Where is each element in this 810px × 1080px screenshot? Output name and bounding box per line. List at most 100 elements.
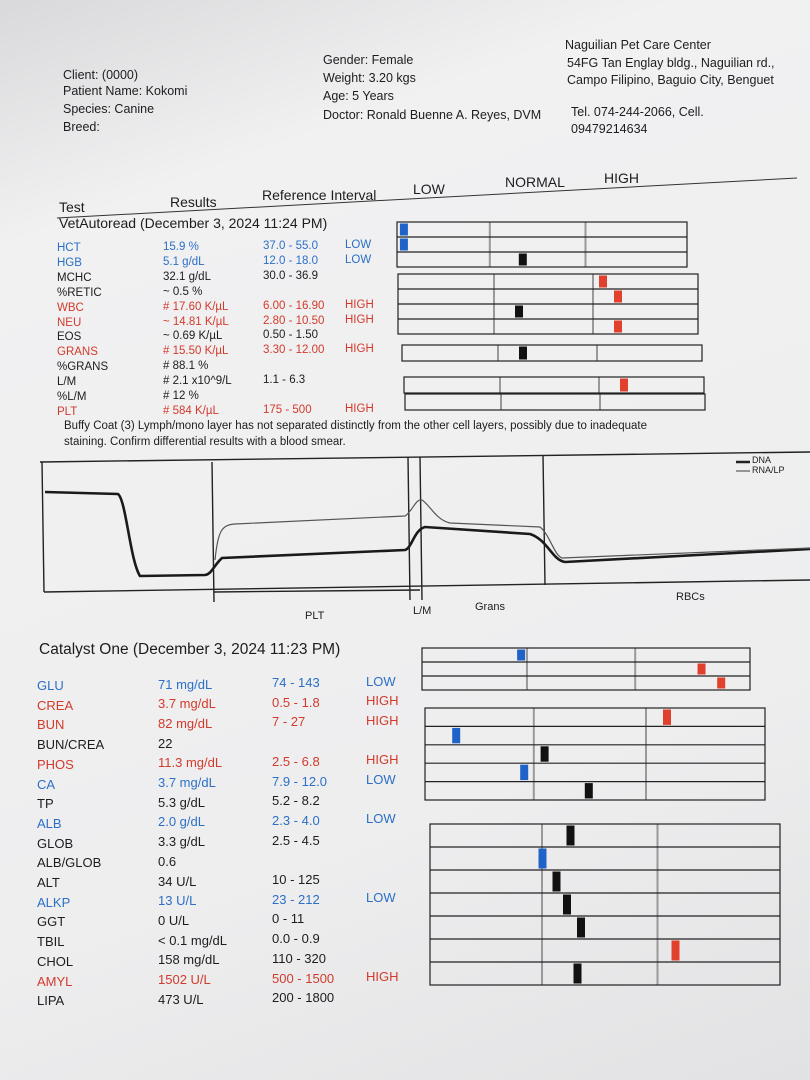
flag: LOW <box>366 772 396 787</box>
flag: LOW <box>366 673 396 689</box>
col-low: LOW <box>413 181 445 197</box>
test-name: GLU <box>37 678 64 693</box>
trace-rna <box>214 499 810 561</box>
result-indicator <box>663 709 671 725</box>
reference-range: 200 - 1800 <box>272 990 335 1006</box>
indicator-box <box>424 707 766 801</box>
catalyst-title: Catalyst One (December 3, 2024 11:23 PM) <box>39 641 341 658</box>
doctor: Doctor: Ronald Buenne A. Reyes, DVM <box>323 108 542 122</box>
flag: LOW <box>345 239 372 251</box>
indicator-box <box>404 393 706 411</box>
reference-range: 37.0 - 55.0 <box>263 240 318 252</box>
result-indicator <box>519 346 527 360</box>
trace-label: RBCs <box>676 591 705 603</box>
trace-dna <box>44 490 810 578</box>
test-result: < 0.1 mg/dL <box>158 932 228 948</box>
test-result: 13 U/L <box>158 893 197 909</box>
result-indicator <box>599 275 607 288</box>
test-name: LIPA <box>37 993 65 1009</box>
test-result: 5.1 g/dL <box>163 255 205 268</box>
reference-range: 175 - 500 <box>263 403 312 416</box>
breed: Breed: <box>63 120 100 134</box>
test-name: HCT <box>57 242 81 254</box>
reference-range: 2.3 - 4.0 <box>272 812 320 828</box>
test-name: EOS <box>57 331 82 344</box>
test-name: TP <box>37 796 54 812</box>
test-name: %GRANS <box>57 361 109 374</box>
test-name: %RETIC <box>57 286 102 299</box>
indicator-box <box>429 823 781 986</box>
result-indicator <box>620 378 628 392</box>
reference-range: 0.0 - 0.9 <box>272 931 320 947</box>
test-name: HGB <box>57 256 82 269</box>
reference-range: 3.30 - 12.00 <box>263 344 325 357</box>
reference-range: 2.5 - 6.8 <box>272 753 320 769</box>
test-name: WBC <box>57 301 84 314</box>
legend-dna: DNA <box>752 455 772 465</box>
result-indicator <box>614 320 622 333</box>
flag: HIGH <box>366 969 399 984</box>
result-indicator <box>573 963 582 984</box>
test-name: NEU <box>57 316 82 329</box>
test-result: # 88.1 % <box>163 360 209 373</box>
test-result: 15.9 % <box>163 241 199 253</box>
test-name: %L/M <box>57 391 87 403</box>
result-indicator <box>566 825 575 846</box>
test-name: AMYL <box>37 973 73 989</box>
legend-rna: RNA/LP <box>752 465 785 475</box>
flag: LOW <box>345 253 372 266</box>
test-result: ~ 0.5 % <box>163 285 203 298</box>
test-name: CHOL <box>37 953 74 969</box>
trace-frame <box>39 451 810 603</box>
indicator-box <box>421 647 751 691</box>
test-result: 82 mg/dL <box>158 715 213 731</box>
result-indicator <box>584 783 593 799</box>
vetautoread-title: VetAutoread (December 3, 2024 11:24 PM) <box>59 215 328 231</box>
age: Age: 5 Years <box>323 89 394 103</box>
flag: HIGH <box>366 712 399 728</box>
test-result: # 2.1 x10^9/L <box>163 375 232 388</box>
test-result: 0 U/L <box>158 912 190 928</box>
test-name: L/M <box>57 376 77 389</box>
test-name: CA <box>37 776 56 792</box>
reference-range: 500 - 1500 <box>272 970 335 986</box>
flag: HIGH <box>366 752 399 768</box>
reference-range: 10 - 125 <box>272 872 320 887</box>
clinic-address: 54FG Tan Englay bldg., Naguilian rd., Ca… <box>567 56 775 87</box>
test-name: MCHC <box>57 271 92 284</box>
test-name: TBIL <box>37 934 65 950</box>
result-indicator <box>563 894 571 915</box>
test-name: PHOS <box>37 756 74 772</box>
col-normal: NORMAL <box>505 174 565 190</box>
indicator-box <box>403 376 705 394</box>
result-indicator <box>697 663 706 675</box>
indicator-box <box>401 344 703 362</box>
flag: LOW <box>366 811 396 827</box>
result-indicator <box>399 238 408 251</box>
col-test: Test <box>59 199 85 215</box>
test-result: 32.1 g/dL <box>163 270 211 283</box>
test-name: GGT <box>37 914 66 930</box>
result-indicator <box>518 253 527 266</box>
test-result: 1502 U/L <box>158 972 211 987</box>
trace-label: PLT <box>305 610 325 622</box>
flag: HIGH <box>345 402 374 415</box>
flag: HIGH <box>345 313 374 326</box>
test-result: 2.0 g/dL <box>158 814 205 830</box>
weight: Weight: 3.20 kgs <box>323 71 416 85</box>
result-indicator <box>614 290 622 303</box>
reference-range: 5.2 - 8.2 <box>272 793 320 809</box>
test-name: BUN/CREA <box>37 737 105 753</box>
client: Client: (0000) <box>63 68 139 82</box>
result-indicator <box>517 649 526 661</box>
test-name: PLT <box>57 405 78 418</box>
flag: LOW <box>366 890 396 906</box>
reference-range: 7 - 27 <box>272 714 306 730</box>
col-reference: Reference Interval <box>262 187 377 203</box>
reference-range: 0.5 - 1.8 <box>272 694 320 710</box>
test-result: 473 U/L <box>158 991 204 1007</box>
